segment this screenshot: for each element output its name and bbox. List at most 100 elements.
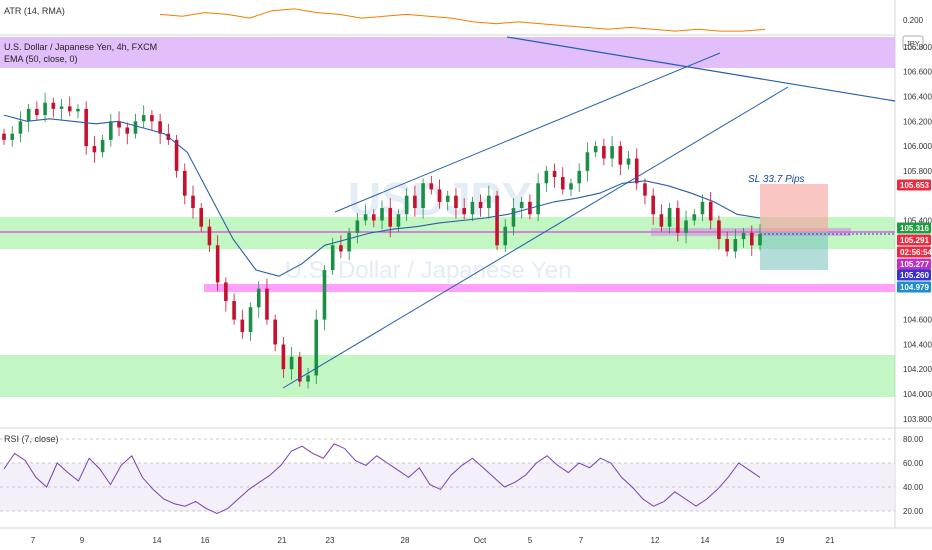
candle-body <box>371 214 376 221</box>
time-axis[interactable]: 7 9 14 16 21 23 28 Oct 5 7 12 14 19 21 <box>31 536 835 545</box>
candle-body <box>240 319 245 333</box>
pink-target-zone <box>204 284 895 292</box>
price-tag: 105.277 <box>900 260 929 269</box>
candle-body <box>717 220 721 240</box>
candle-body <box>256 288 261 308</box>
candle-body <box>552 170 557 178</box>
price-tag: 104.979 <box>900 283 929 292</box>
time-axis-label: 12 <box>651 536 660 545</box>
currency-label: JPY <box>906 39 920 48</box>
price-tag-bg <box>897 234 931 246</box>
candle-body <box>413 195 417 209</box>
candle-body <box>347 232 351 252</box>
time-axis-label: 16 <box>201 536 210 545</box>
time-axis-label: 9 <box>80 536 85 545</box>
candle-body <box>380 208 384 221</box>
candle-body <box>67 106 72 112</box>
candle-body <box>634 158 639 184</box>
candle-body <box>462 208 466 215</box>
time-axis-label: 14 <box>701 536 710 545</box>
candle-body <box>76 108 80 112</box>
price-axis-label: 105.400 <box>903 216 932 225</box>
price-tag: 105.260 <box>900 271 929 280</box>
candle-body <box>684 220 688 233</box>
candle-body <box>133 121 138 134</box>
candle-body <box>174 139 179 171</box>
candle-body <box>659 214 664 227</box>
candles-layer <box>2 92 762 389</box>
candle-body <box>692 214 697 221</box>
candle-body <box>191 195 195 209</box>
price-axis-label: 104.200 <box>903 365 932 374</box>
price-axis-label: 103.800 <box>903 415 932 424</box>
ema-line <box>3 114 761 277</box>
candle-body <box>141 115 146 122</box>
candle-body <box>593 146 598 153</box>
price-tag-bg <box>897 179 931 191</box>
entry-box <box>651 228 851 236</box>
take-profit-box <box>760 232 828 270</box>
candle-body <box>454 195 458 209</box>
candle-body <box>560 177 565 190</box>
candle-body <box>273 319 277 345</box>
candle-body <box>84 108 88 147</box>
candle-body <box>265 288 269 320</box>
candle-body <box>182 170 187 196</box>
rsi-legend[interactable]: RSI (7, close) <box>4 434 59 444</box>
candle-body <box>421 183 425 209</box>
candle-body <box>519 201 524 209</box>
candle-body <box>749 232 754 246</box>
candle-body <box>117 121 121 128</box>
candle-body <box>708 201 713 221</box>
time-axis-label: Oct <box>474 536 487 545</box>
candle-body <box>445 195 450 202</box>
candle-body <box>733 239 738 252</box>
price-tag: 105.316 <box>900 224 929 233</box>
candle-body <box>100 139 105 153</box>
candle-body <box>224 282 228 302</box>
candle-body <box>215 245 220 283</box>
candle-body <box>207 226 212 246</box>
candle-body <box>667 208 672 227</box>
price-axis[interactable]: 106.800 106.600 106.400 106.200 106.000 105.8… <box>903 43 932 424</box>
candle-body <box>298 356 302 382</box>
candle-body <box>322 270 327 320</box>
candle-body <box>643 183 647 196</box>
candle-body <box>495 195 499 246</box>
price-axis-label: 104.600 <box>903 316 932 325</box>
candle-body <box>487 195 491 209</box>
price-tag-bg <box>897 269 931 281</box>
channel-lower-trendline <box>282 86 789 389</box>
candle-body <box>478 201 483 209</box>
candle-body <box>26 108 31 122</box>
currency-badge[interactable] <box>902 35 924 50</box>
candle-body <box>289 356 294 370</box>
price-tag: 02:56:54 <box>900 248 932 257</box>
candle-body <box>610 146 614 159</box>
price-tag: 105.653 <box>900 181 929 190</box>
rsi-axis-label: 20.00 <box>903 507 924 516</box>
chart-title[interactable]: U.S. Dollar / Japanese Yen, 4h, FXCM <box>4 42 157 52</box>
candle-body <box>92 146 97 153</box>
candle-body <box>339 245 343 252</box>
time-axis-label: 19 <box>776 536 785 545</box>
atr-legend[interactable]: ATR (14, RMA) <box>4 6 65 16</box>
price-axis-label: 106.200 <box>903 117 932 126</box>
candle-body <box>158 121 162 134</box>
candle-body <box>109 121 113 140</box>
candle-body <box>2 133 6 140</box>
candle-body <box>725 239 729 252</box>
time-axis-label: 23 <box>326 536 335 545</box>
price-axis-label: 106.800 <box>903 43 932 52</box>
candle-body <box>618 146 623 165</box>
ema-legend[interactable]: EMA (50, close, 0) <box>4 54 78 64</box>
candle-body <box>741 232 746 240</box>
candle-body <box>281 344 286 370</box>
stop-loss-label: SL 33.7 Pips <box>748 174 805 185</box>
candle-body <box>125 127 130 134</box>
rsi-line <box>3 443 761 514</box>
price-axis-label: 106.400 <box>903 93 932 102</box>
candle-body <box>651 195 655 215</box>
candle-body <box>199 208 204 227</box>
